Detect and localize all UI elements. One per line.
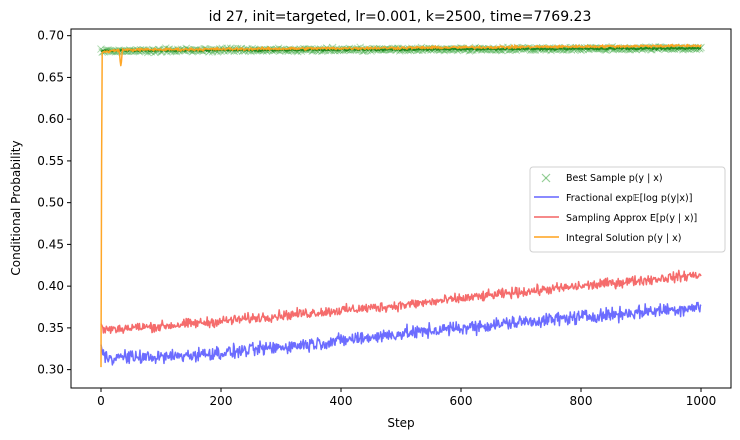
chart-title: id 27, init=targeted, lr=0.001, k=2500, … xyxy=(209,9,592,25)
y-tick-label: 0.35 xyxy=(37,321,64,335)
x-tick-label: 0 xyxy=(97,394,105,408)
legend-label-best-sample: Best Sample p(y | x) xyxy=(566,173,663,184)
y-axis: 0.30 0.35 0.40 0.45 0.50 0.55 0.60 0.65 0.70 xyxy=(37,29,71,377)
legend-item-sampling: Sampling Approx E[p(y | x)] xyxy=(534,213,697,224)
x-tick-label: 400 xyxy=(330,394,353,408)
y-tick-label: 0.30 xyxy=(37,363,64,377)
series-integral xyxy=(100,43,702,368)
series-fractional xyxy=(100,301,702,366)
x-axis: 0 200 400 600 800 1000 xyxy=(97,388,716,408)
legend-frame xyxy=(529,166,726,253)
y-tick-label: 0.50 xyxy=(37,196,64,210)
best-sample-point xyxy=(388,44,397,53)
best-sample-point xyxy=(692,45,701,54)
best-sample-point xyxy=(476,44,485,53)
plot-frame xyxy=(70,28,732,389)
series-sampling xyxy=(100,269,702,334)
y-tick-label: 0.65 xyxy=(37,70,64,84)
legend-item-fractional: Fractional exp𝔼[log p(y|x)] xyxy=(534,193,692,204)
x-tick-label: 200 xyxy=(210,394,233,408)
y-tick-label: 0.60 xyxy=(37,112,64,126)
y-tick-label: 0.70 xyxy=(37,29,64,43)
y-tick-label: 0.40 xyxy=(37,279,64,293)
legend-label-fractional: Fractional exp𝔼[log p(y|x)] xyxy=(566,193,692,204)
legend-swatch-best-sample xyxy=(541,173,551,183)
x-tick-label: 600 xyxy=(450,394,473,408)
y-tick-label: 0.45 xyxy=(37,237,64,251)
plot-area xyxy=(70,28,732,389)
x-tick-label: 800 xyxy=(570,394,593,408)
legend-label-integral: Integral Solution p(y | x) xyxy=(566,233,681,244)
x-axis-label: Step xyxy=(387,416,414,430)
y-axis-label: Conditional Probability xyxy=(9,140,23,275)
series-layer xyxy=(97,43,705,368)
y-tick-label: 0.55 xyxy=(37,154,64,168)
legend: Best Sample p(y | x) Fractional exp𝔼[log… xyxy=(529,166,726,253)
legend-item-best-sample: Best Sample p(y | x) xyxy=(541,173,663,184)
legend-item-integral: Integral Solution p(y | x) xyxy=(534,233,681,244)
x-tick-label: 1000 xyxy=(686,394,717,408)
legend-label-sampling: Sampling Approx E[p(y | x)] xyxy=(566,213,697,224)
